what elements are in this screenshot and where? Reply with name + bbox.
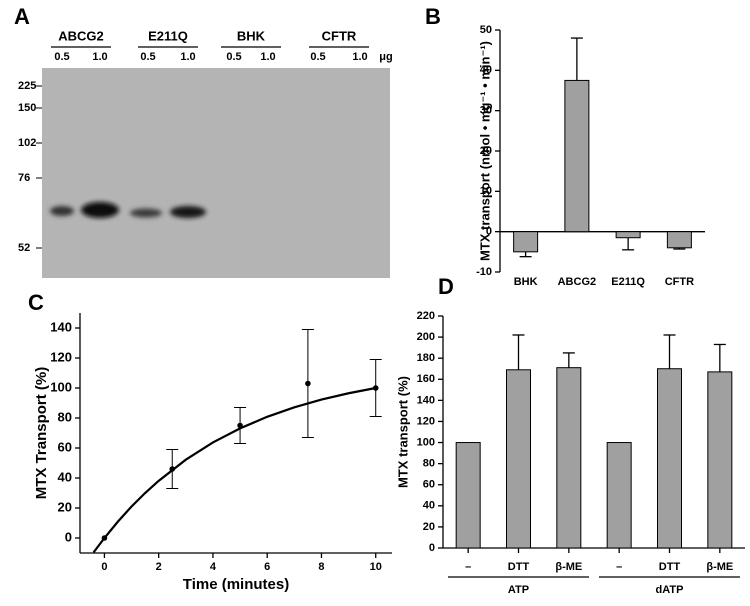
y-tick-label: 160	[417, 373, 435, 385]
y-tick-label: 120	[417, 415, 435, 427]
band	[130, 208, 162, 218]
y-tick-label: 0	[429, 542, 435, 554]
dose-label: 0.5	[310, 51, 325, 63]
lane-label: ABCG2	[58, 28, 104, 43]
group-label: dATP	[656, 584, 684, 596]
y-tick-label: 50	[480, 24, 492, 36]
y-tick-label: 60	[58, 439, 72, 454]
y-tick-label: 100	[50, 379, 72, 394]
bar	[556, 367, 582, 549]
y-tick-label: 20	[423, 521, 435, 533]
x-tick-label: β-ME	[555, 561, 582, 573]
bar	[615, 231, 641, 239]
group-label: ATP	[508, 584, 529, 596]
blot-membrane	[42, 68, 390, 278]
point	[372, 385, 379, 391]
y-tick-label: 20	[480, 145, 492, 157]
unit-label: μg	[379, 51, 392, 63]
lane-label: BHK	[237, 28, 266, 43]
dose-label: 1.0	[92, 51, 107, 63]
point	[101, 535, 108, 541]
lane-label: E211Q	[148, 28, 188, 43]
marker-label: 225	[18, 80, 36, 92]
marker-label: 76	[18, 172, 30, 184]
bar	[455, 442, 481, 549]
dose-label: 0.5	[226, 51, 241, 63]
bar	[606, 442, 632, 549]
panel-label: D	[438, 274, 454, 299]
x-axis-label: Time (minutes)	[183, 576, 289, 593]
y-tick-label: 200	[417, 331, 435, 343]
x-tick-label: 6	[264, 561, 270, 573]
bar	[513, 231, 539, 253]
point	[237, 422, 243, 429]
y-axis-label: MTX Transport (%)	[33, 367, 50, 500]
y-tick-label: 180	[417, 352, 435, 364]
y-tick-label: 60	[423, 479, 435, 491]
marker-label: 150	[18, 102, 36, 114]
y-tick-label: 80	[58, 409, 72, 424]
y-tick-label: 220	[417, 310, 435, 322]
x-tick-label: BHK	[514, 276, 538, 288]
bar	[707, 371, 733, 549]
y-axis-label: MTX transport (nmol • mg⁻¹ • min⁻¹)	[477, 41, 492, 261]
panel-label: A	[14, 4, 30, 29]
bar	[657, 368, 682, 549]
panel-label: C	[28, 290, 44, 315]
dose-label: 1.0	[260, 51, 275, 63]
point	[169, 466, 176, 472]
y-tick-label: 0	[486, 226, 492, 238]
x-tick-label: E211Q	[611, 276, 645, 288]
x-tick-label: DTT	[508, 561, 530, 573]
dose-label: 1.0	[180, 51, 195, 63]
y-tick-label: 20	[58, 499, 72, 514]
y-tick-label: 100	[417, 436, 435, 448]
x-tick-label: CFTR	[665, 276, 694, 288]
bar	[666, 231, 692, 249]
y-tick-label: 30	[480, 105, 492, 117]
band	[81, 202, 119, 218]
x-tick-label: DTT	[659, 561, 681, 573]
bar	[506, 369, 531, 549]
bar	[564, 79, 590, 233]
point	[305, 380, 311, 387]
y-tick-label: 140	[417, 394, 435, 406]
x-tick-label: 8	[318, 561, 324, 573]
y-tick-label: 140	[50, 319, 72, 334]
blot	[42, 68, 390, 278]
x-tick-label: β-ME	[706, 561, 733, 573]
y-axis-label: MTX transport (%)	[395, 376, 410, 488]
y-tick-label: 40	[480, 64, 492, 76]
x-tick-label: –	[616, 561, 622, 573]
dose-label: 0.5	[140, 51, 155, 63]
lane-label: CFTR	[322, 28, 357, 43]
band	[170, 206, 206, 218]
bands	[50, 202, 206, 218]
x-tick-label: 4	[210, 561, 217, 573]
y-tick-label: -10	[476, 266, 492, 278]
x-tick-label: 2	[156, 561, 162, 573]
band	[50, 206, 74, 216]
fit-curve	[92, 386, 376, 554]
y-tick-label: 40	[423, 500, 435, 512]
y-tick-label: 0	[65, 529, 72, 544]
dose-label: 1.0	[352, 51, 367, 63]
y-tick-label: 40	[58, 469, 72, 484]
marker-label: 102	[18, 137, 36, 149]
y-tick-label: 10	[480, 185, 492, 197]
x-tick-label: 0	[101, 561, 107, 573]
y-tick-label: 120	[50, 349, 72, 364]
x-tick-label: 10	[370, 561, 382, 573]
marker-label: 52	[18, 242, 30, 254]
x-tick-label: –	[465, 561, 471, 573]
panel-label: B	[425, 4, 441, 29]
y-tick-label: 80	[423, 458, 435, 470]
x-tick-label: ABCG2	[558, 276, 597, 288]
dose-label: 0.5	[54, 51, 69, 63]
